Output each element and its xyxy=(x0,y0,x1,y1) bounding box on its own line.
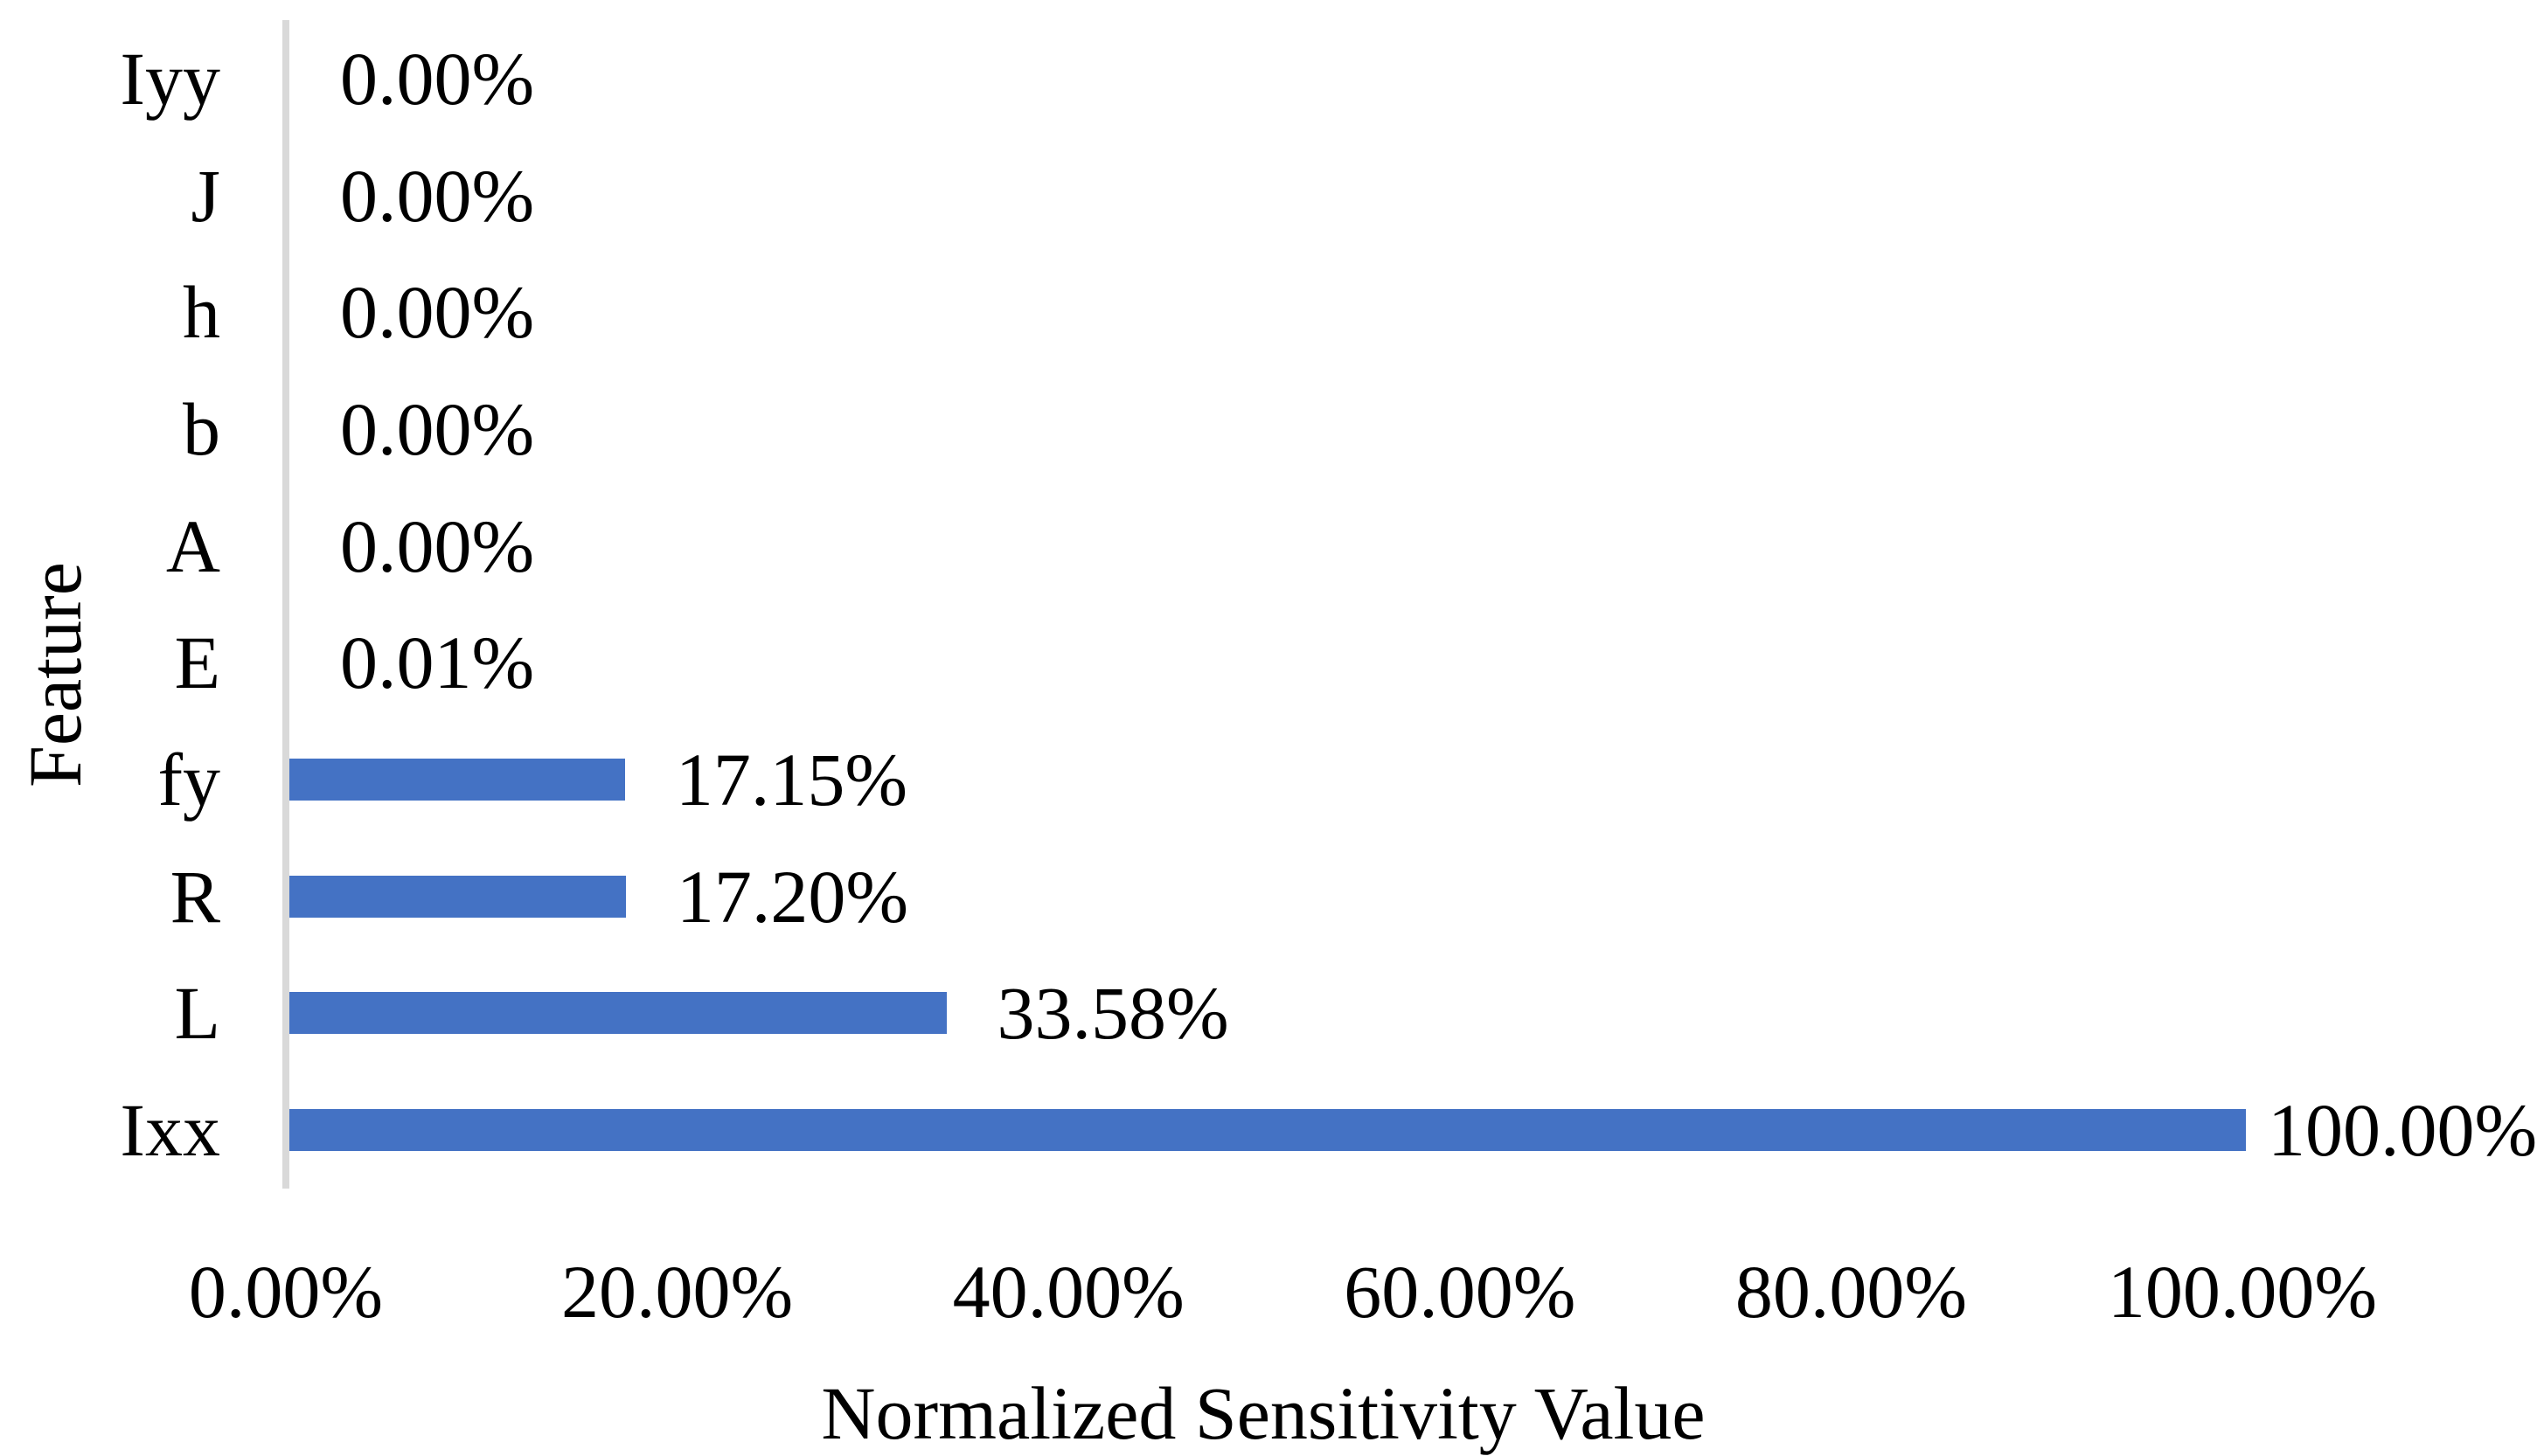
category-label-Iyy: Iyy xyxy=(120,36,220,121)
category-label-J: J xyxy=(191,153,220,238)
x-tick-label-20: 20.00% xyxy=(561,1250,794,1334)
x-tick-label-80: 80.00% xyxy=(1734,1250,1967,1334)
data-label-Ixx: 100.00% xyxy=(2268,1088,2537,1173)
category-label-E: E xyxy=(174,621,220,705)
x-axis-title: Normalized Sensitivity Value xyxy=(821,1371,1706,1455)
bar-Ixx xyxy=(289,1109,2246,1152)
x-tick-label-60: 60.00% xyxy=(1344,1250,1576,1334)
data-label-h: 0.00% xyxy=(340,270,535,355)
category-label-fy: fy xyxy=(157,738,220,822)
data-label-fy: 17.15% xyxy=(675,738,907,822)
y-axis-line xyxy=(282,20,289,1189)
data-label-E: 0.01% xyxy=(340,621,535,705)
category-label-L: L xyxy=(174,971,220,1056)
data-label-Iyy: 0.00% xyxy=(340,36,535,121)
x-tick-label-100: 100.00% xyxy=(2107,1250,2378,1334)
data-label-J: 0.00% xyxy=(340,153,535,238)
category-label-R: R xyxy=(170,854,220,939)
bar-L xyxy=(289,992,947,1035)
data-label-L: 33.58% xyxy=(997,971,1229,1056)
x-tick-label-0: 0.00% xyxy=(188,1250,384,1334)
bar-R xyxy=(289,875,626,918)
data-label-b: 0.00% xyxy=(340,386,535,471)
bar-fy xyxy=(289,759,625,801)
data-label-R: 17.20% xyxy=(676,854,909,939)
category-label-A: A xyxy=(165,503,220,588)
category-label-Ixx: Ixx xyxy=(120,1088,220,1173)
data-label-A: 0.00% xyxy=(340,503,535,588)
category-label-b: b xyxy=(183,386,220,471)
category-label-h: h xyxy=(183,270,220,355)
x-tick-label-40: 40.00% xyxy=(952,1250,1185,1334)
